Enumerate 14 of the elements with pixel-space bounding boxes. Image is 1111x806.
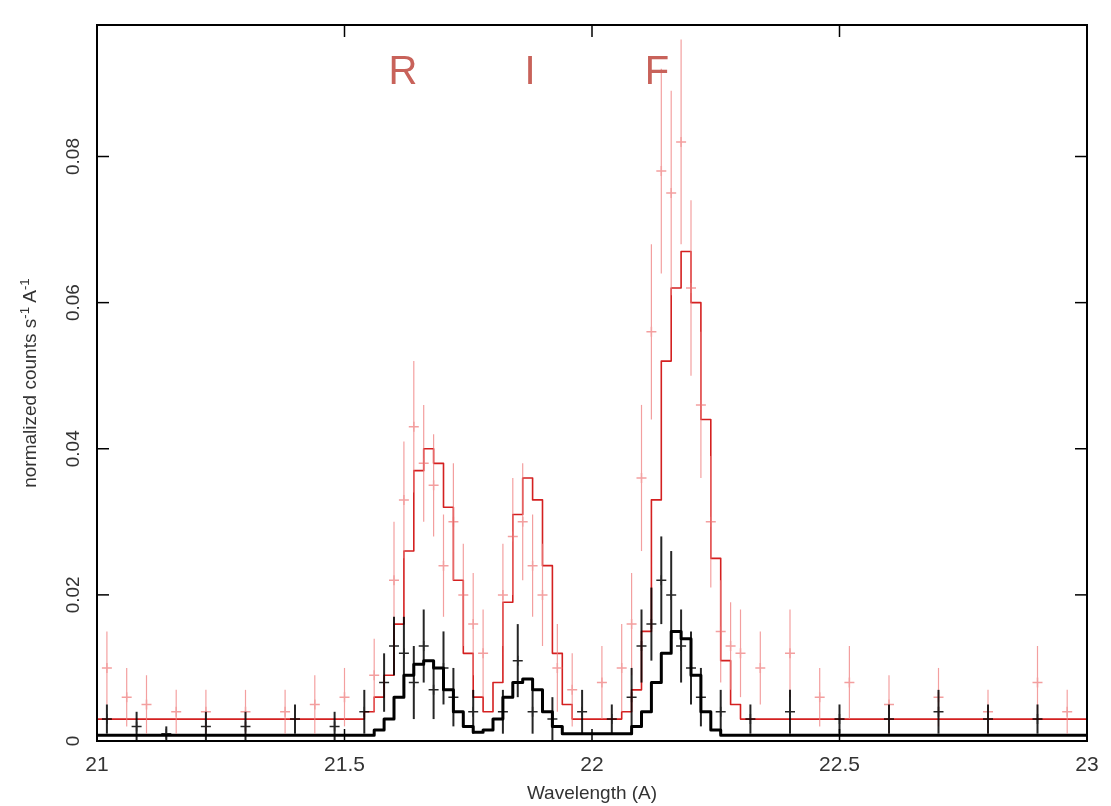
y-tick-label: 0.04 [62,429,83,468]
y-tick-label: 0.02 [62,576,83,614]
annotation: F [644,47,670,92]
annotation: I [524,47,536,92]
y-tick-label: 0.06 [62,284,83,322]
annotation: R [388,47,418,92]
x-axis-title: Wavelength (A) [526,782,658,803]
x-tick-label: 23 [1075,752,1099,775]
x-tick-label: 22.5 [819,752,860,775]
x-tick-label: 21 [85,752,109,775]
x-tick-label: 22 [580,752,604,775]
y-tick-label: 0 [62,735,83,747]
x-tick-label: 21.5 [324,752,365,775]
y-tick-label: 0.08 [62,138,83,175]
